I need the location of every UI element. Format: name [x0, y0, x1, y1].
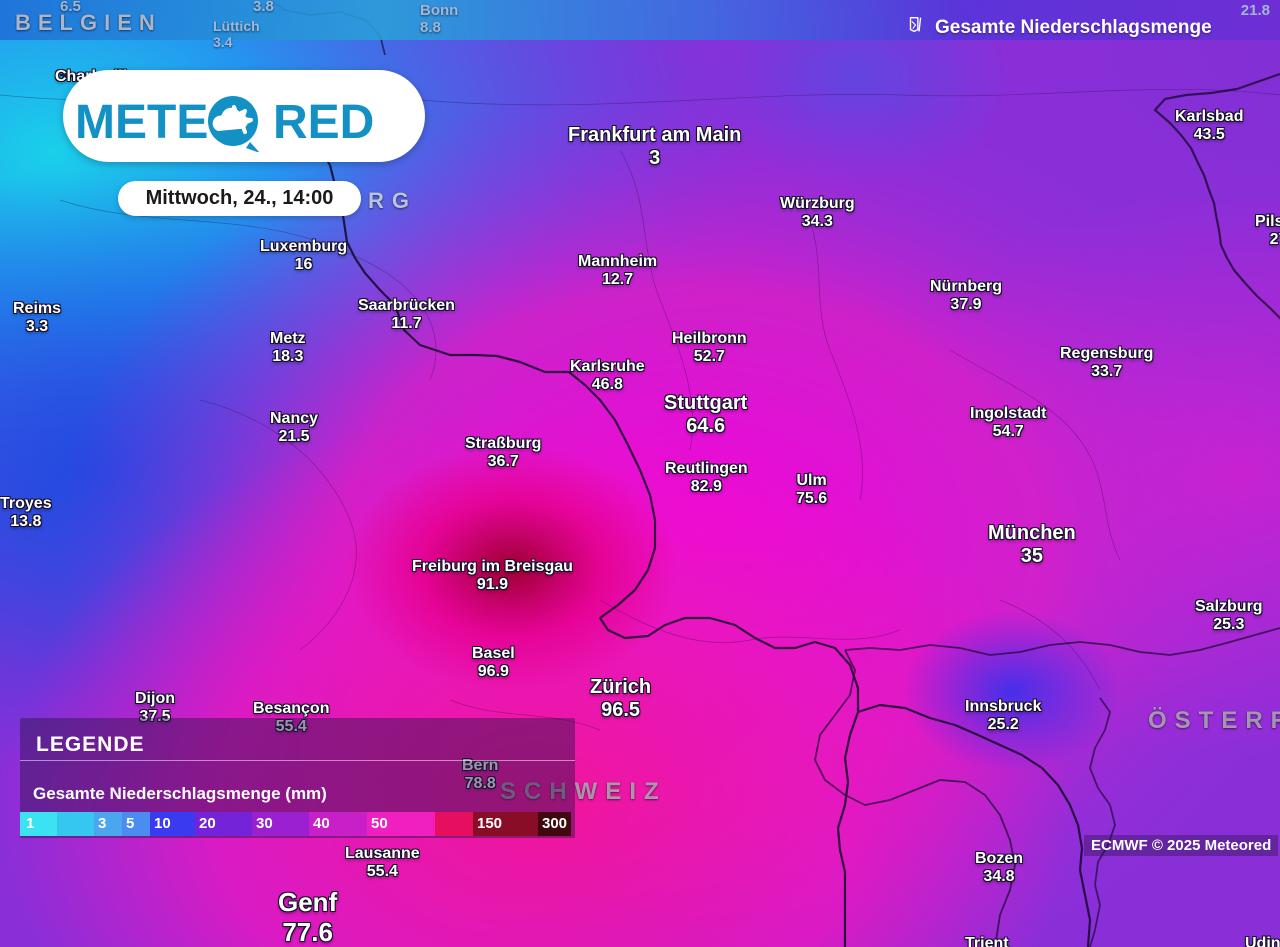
svg-text:METE: METE: [75, 96, 208, 149]
svg-text:RED: RED: [273, 96, 374, 149]
